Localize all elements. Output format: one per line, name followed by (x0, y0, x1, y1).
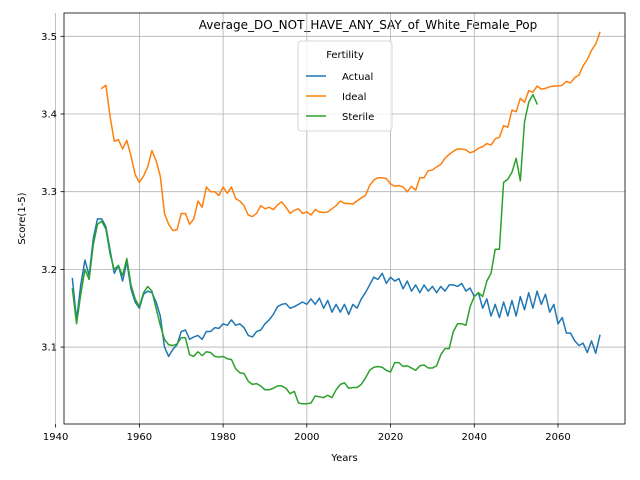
legend-label-ideal: Ideal (342, 92, 366, 103)
x-tick-label: 1940 (43, 432, 68, 443)
chart-title: Average_DO_NOT_HAVE_ANY_SAY_of_White_Fem… (199, 18, 538, 32)
x-axis: 1940 1960 1980 2000 2020 2040 2060 (43, 424, 571, 443)
y-axis-label: Score(1-5) (17, 192, 28, 244)
y-tick-label: 3.2 (41, 265, 57, 276)
y-tick-label: 3.4 (41, 110, 57, 121)
legend-label-sterile: Sterile (342, 112, 374, 123)
legend-title: Fertility (326, 50, 364, 61)
series-line-ideal (100, 31, 601, 232)
x-axis-label: Years (330, 453, 357, 464)
series-line-actual (71, 218, 601, 358)
x-tick-label: 2000 (294, 432, 319, 443)
x-tick-label: 1980 (210, 432, 235, 443)
y-tick-label: 3.3 (41, 187, 57, 198)
legend-label-actual: Actual (342, 72, 373, 83)
x-tick-label: 2040 (462, 432, 487, 443)
y-axis: 3.1 3.2 3.3 3.4 3.5 (41, 32, 64, 354)
y-tick-label: 3.1 (41, 343, 57, 354)
x-tick-label: 2060 (545, 432, 570, 443)
x-tick-label: 2020 (378, 432, 403, 443)
legend-box (297, 40, 393, 132)
series-layer (71, 31, 601, 405)
legend: Fertility Actual Ideal Sterile (297, 40, 393, 132)
plot-frame (63, 12, 626, 425)
x-tick-label: 1960 (127, 432, 152, 443)
series-line-sterile (71, 93, 539, 405)
y-tick-label: 3.5 (41, 32, 57, 43)
